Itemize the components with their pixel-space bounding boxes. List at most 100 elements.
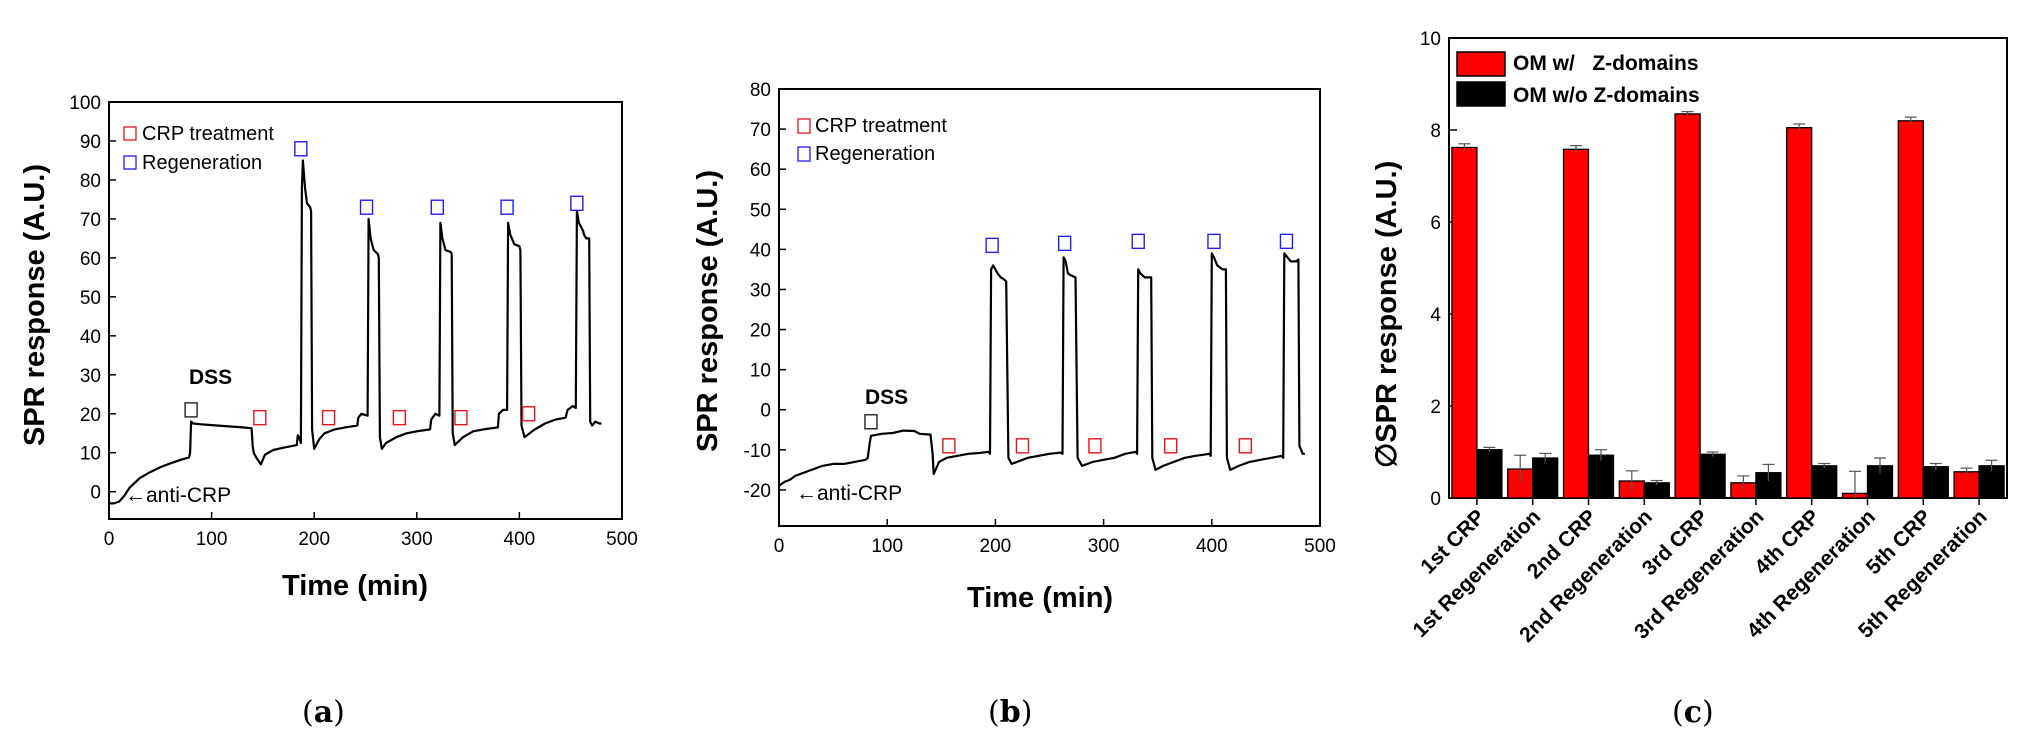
crp-marker [392, 409, 407, 426]
without-z-bar [1922, 466, 1949, 499]
y-tick-label: 60 [750, 160, 771, 181]
y-tick-label: 100 [69, 93, 101, 114]
y-tick-label: 70 [80, 210, 101, 231]
panel-a-markers [184, 141, 584, 426]
y-tick-label: 10 [750, 361, 771, 382]
x-tick-label: 200 [298, 529, 330, 550]
y-tick-label: 80 [750, 80, 771, 101]
crp-marker [942, 438, 956, 454]
x-tick-label: 500 [606, 529, 638, 550]
y-tick-label: 20 [750, 321, 771, 342]
panel-b-trace [778, 252, 1305, 487]
panel-b-legend-crp-label: CRP treatment [815, 115, 947, 137]
regen-marker [359, 199, 374, 215]
panel-b-dss-label: DSS [865, 386, 908, 409]
crp-marker [521, 406, 536, 422]
y-tick-label: 0 [90, 483, 101, 504]
crp-marker [454, 409, 468, 426]
y-tick-label: -20 [744, 481, 771, 502]
panel-a-legend-crp-symbol [123, 126, 137, 141]
dss-marker [184, 402, 198, 418]
without-z-bar [1811, 465, 1838, 499]
y-tick-label: 6 [1430, 213, 1441, 234]
x-tick-label: 400 [1196, 536, 1228, 557]
panel-c-legend-with-z-swatch [1456, 51, 1506, 77]
panel-a-y-axis-label: SPR response (A.U.) [19, 164, 51, 446]
y-tick-label: 2 [1430, 397, 1441, 418]
y-tick-label: 30 [750, 280, 771, 301]
with-z-bar [1451, 146, 1478, 499]
y-tick-label: 10 [1420, 29, 1441, 50]
panel-a-legend-crp-label: CRP treatment [142, 123, 274, 145]
crp-marker [1238, 438, 1253, 454]
y-tick-label: 40 [80, 327, 101, 348]
regen-marker [570, 195, 584, 212]
y-tick-label: 0 [760, 401, 771, 422]
x-tick-label: 0 [104, 529, 115, 550]
caption-b: (b) [988, 695, 1032, 730]
panel-a-legend-regen-symbol [123, 155, 137, 170]
y-tick-label: 20 [80, 405, 101, 426]
panel-b-x-axis-label: Time (min) [967, 582, 1113, 614]
with-z-bar [1897, 120, 1924, 499]
panel-a-legend: CRP treatment Regeneration [123, 123, 274, 174]
without-z-bar [1532, 457, 1559, 499]
y-tick-label: 50 [80, 288, 101, 309]
with-z-bar [1562, 148, 1590, 499]
panel-a-ticks: 0 100 200 300 400 500 0 10 20 30 40 50 60 70 80 90 100 [69, 93, 638, 550]
regen-marker [1207, 233, 1221, 250]
panel-b-ticks: 0 100 200 300 400 500 -20 -10 0 10 20 30 40 50 60 70 80 [744, 80, 1336, 557]
crp-marker [1163, 438, 1178, 454]
panel-a-trace [109, 159, 602, 505]
panel-c-legend-without-z-label: OM w/o Z-domains [1513, 84, 1700, 107]
y-tick-label: 50 [750, 200, 771, 221]
panel-c-legend-with-z-label: OM w/ Z-domains [1513, 52, 1699, 75]
panel-a-plot-frame [108, 101, 623, 520]
with-z-bar [1786, 127, 1813, 499]
panel-b-markers [864, 233, 1294, 454]
panel-b-legend: CRP treatment Regeneration [797, 115, 947, 165]
x-tick-label: 200 [980, 536, 1012, 557]
crp-marker [321, 409, 336, 426]
regen-marker [985, 237, 999, 254]
x-tick-label: 0 [774, 536, 785, 557]
panel-c-ticks: 0 2 4 6 8 10 [1420, 29, 1457, 510]
panel-a-x-axis-label: Time (min) [282, 570, 428, 602]
x-tick-label: 100 [196, 529, 228, 550]
x-tick-label: 500 [1304, 536, 1336, 557]
caption-c: (c) [1672, 695, 1714, 730]
without-z-bar [1699, 453, 1726, 499]
y-tick-label: 30 [80, 366, 101, 387]
panel-c-plot-frame [1448, 37, 2008, 499]
y-tick-label: 10 [80, 444, 101, 465]
panel-b-y-axis-label: SPR response (A.U.) [692, 170, 724, 452]
y-tick-label: 8 [1430, 121, 1441, 142]
y-tick-label: 4 [1430, 305, 1441, 326]
panel-b-legend-regen-symbol [797, 146, 811, 162]
y-tick-label: 80 [80, 171, 101, 192]
panel-a: 0 100 200 300 400 500 0 10 20 30 40 50 60 70 80 90 100 C… [19, 93, 638, 602]
panel-c-legend: OM w/ Z-domains OM w/o Z-domains [1456, 51, 1700, 107]
y-tick-label: 90 [80, 132, 101, 153]
y-tick-label: 40 [750, 240, 771, 261]
x-tick-label: 300 [401, 529, 433, 550]
with-z-bar [1953, 471, 1980, 499]
without-z-bar [1476, 449, 1503, 499]
regen-marker [294, 141, 308, 157]
caption-a: (a) [302, 695, 345, 730]
x-tick-label: 300 [1088, 536, 1120, 557]
panel-c-legend-without-z-swatch [1456, 81, 1506, 107]
y-tick-label: -10 [744, 441, 771, 462]
panel-b-legend-regen-label: Regeneration [815, 143, 935, 165]
panel-c-y-axis-label: ∅SPR response (A.U.) [1371, 161, 1403, 468]
regen-marker [500, 199, 514, 215]
regen-marker [1279, 233, 1294, 250]
regen-marker [1057, 235, 1072, 252]
without-z-bar [1587, 454, 1615, 499]
dss-marker [864, 414, 878, 430]
crp-marker [1088, 438, 1102, 454]
panel-b: 0 100 200 300 400 500-20-1001020304050607080 … [692, 80, 1336, 614]
